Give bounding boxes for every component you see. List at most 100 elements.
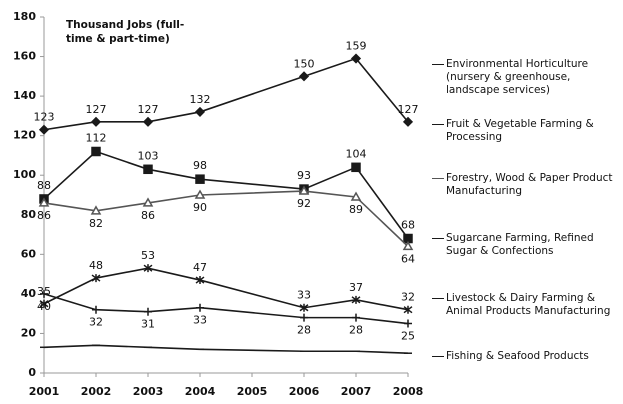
x-tick-label: 2001 <box>29 385 60 398</box>
data-label: 33 <box>193 314 207 327</box>
data-label: 53 <box>141 249 155 262</box>
data-label: 132 <box>190 93 211 106</box>
data-label: 68 <box>401 219 415 232</box>
legend-swatch <box>432 298 444 299</box>
annotation: Thousand Jobs (full-time & part-time) <box>66 19 185 45</box>
data-label: 89 <box>349 203 363 216</box>
marker <box>298 71 310 82</box>
series-line <box>43 344 409 355</box>
marker <box>404 319 412 328</box>
data-label: 123 <box>34 111 55 124</box>
marker <box>299 303 309 312</box>
legend-entry: Sugarcane Farming, Refined Sugar & Confe… <box>432 232 617 258</box>
marker <box>144 307 152 316</box>
data-label: 28 <box>297 324 311 337</box>
x-tick-label: 2008 <box>393 385 424 398</box>
marker <box>298 185 310 195</box>
data-label: 86 <box>37 209 51 222</box>
data-label: 37 <box>349 281 363 294</box>
y-tick-label: 160 <box>13 50 36 63</box>
marker <box>402 116 414 127</box>
marker <box>351 295 361 304</box>
legend-label: Forestry, Wood & Paper Product Manufactu… <box>446 172 613 197</box>
data-label: 28 <box>349 324 363 337</box>
data-label: 25 <box>401 330 415 343</box>
legend-swatch <box>432 238 444 239</box>
y-tick-label: 100 <box>13 168 36 181</box>
marker <box>92 305 100 314</box>
data-label: 86 <box>141 209 155 222</box>
x-tick-label: 2004 <box>185 385 216 398</box>
data-label: 127 <box>138 103 159 116</box>
marker <box>142 116 154 127</box>
marker <box>38 197 50 207</box>
marker <box>350 53 362 64</box>
legend-entry: Fishing & Seafood Products <box>432 350 617 363</box>
legend-label: Fishing & Seafood Products <box>446 350 589 362</box>
marker <box>403 305 413 314</box>
data-label: 88 <box>37 179 51 192</box>
legend-swatch <box>432 124 444 125</box>
marker <box>91 146 101 157</box>
data-label: 64 <box>401 252 415 265</box>
legend-entry: Fruit & Vegetable Farming & Processing <box>432 118 617 144</box>
data-label: 93 <box>297 169 311 182</box>
x-tick-label: 2006 <box>289 385 320 398</box>
marker <box>195 174 205 184</box>
marker <box>195 276 205 285</box>
data-label: 90 <box>193 201 207 214</box>
data-label: 92 <box>297 197 311 210</box>
legend-entry: Livestock & Dairy Farming & Animal Produ… <box>432 292 617 318</box>
legend-label: Environmental Horticulture (nursery & gr… <box>446 58 589 96</box>
marker <box>39 299 49 308</box>
data-label: 48 <box>89 259 103 272</box>
x-tick-label: 2007 <box>341 385 372 398</box>
marker <box>350 191 362 201</box>
x-tick-label: 2005 <box>237 385 268 398</box>
legend-swatch <box>432 356 444 357</box>
marker <box>90 116 102 127</box>
legend-label: Sugarcane Farming, Refined Sugar & Confe… <box>446 232 594 257</box>
marker <box>352 313 360 322</box>
y-tick-label: 20 <box>21 326 37 339</box>
marker <box>91 274 101 283</box>
data-label: 82 <box>89 217 103 230</box>
data-label: 32 <box>89 316 103 329</box>
data-label: 104 <box>346 147 367 160</box>
marker <box>194 189 206 199</box>
legend-label: Fruit & Vegetable Farming & Processing <box>446 118 594 143</box>
y-tick-label: 60 <box>21 247 37 260</box>
y-tick-label: 120 <box>13 129 36 142</box>
data-label: 159 <box>346 40 367 53</box>
data-label: 112 <box>86 131 107 144</box>
data-label: 127 <box>398 103 419 116</box>
legend-swatch <box>432 178 444 179</box>
legend-swatch <box>432 64 444 65</box>
data-label: 150 <box>294 57 315 70</box>
data-label: 127 <box>86 103 107 116</box>
marker <box>142 197 154 207</box>
marker <box>143 264 153 273</box>
data-label: 47 <box>193 261 207 274</box>
x-tick-label: 2002 <box>81 385 112 398</box>
marker <box>38 124 50 135</box>
marker <box>300 313 308 322</box>
legend-label: Livestock & Dairy Farming & Animal Produ… <box>446 292 611 317</box>
marker <box>40 289 48 298</box>
marker <box>196 303 204 312</box>
data-label: 40 <box>37 300 51 313</box>
marker <box>143 164 153 175</box>
data-label: 32 <box>401 291 415 304</box>
marker <box>194 106 206 117</box>
marker <box>351 162 361 173</box>
legend-entry: Forestry, Wood & Paper Product Manufactu… <box>432 172 617 198</box>
marker <box>402 240 414 251</box>
data-label: 33 <box>297 289 311 302</box>
legend-entry: Environmental Horticulture (nursery & gr… <box>432 58 617 97</box>
y-tick-label: 40 <box>21 287 37 300</box>
y-tick-label: 180 <box>13 10 36 23</box>
y-tick-label: 140 <box>13 89 36 102</box>
x-tick-label: 2003 <box>133 385 164 398</box>
